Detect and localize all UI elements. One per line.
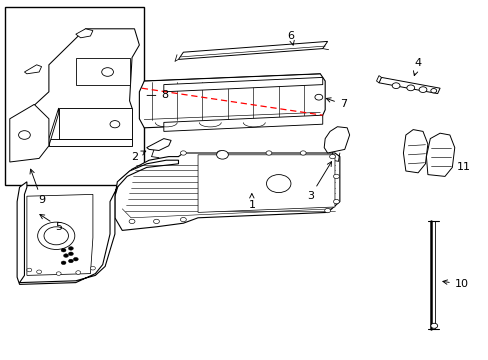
- Circle shape: [265, 151, 271, 155]
- Polygon shape: [324, 127, 349, 153]
- Polygon shape: [24, 65, 41, 74]
- Circle shape: [44, 227, 68, 245]
- Circle shape: [314, 94, 322, 100]
- Circle shape: [266, 175, 290, 193]
- Text: 1: 1: [248, 194, 255, 210]
- Text: 10: 10: [442, 279, 468, 289]
- Circle shape: [333, 174, 339, 179]
- Text: 11: 11: [456, 162, 470, 172]
- Polygon shape: [403, 130, 427, 173]
- Text: 5: 5: [40, 215, 62, 232]
- Polygon shape: [163, 77, 322, 92]
- Circle shape: [430, 323, 437, 328]
- Circle shape: [61, 248, 66, 252]
- Circle shape: [56, 272, 61, 275]
- Polygon shape: [178, 41, 327, 59]
- Polygon shape: [27, 194, 93, 275]
- Circle shape: [180, 217, 186, 222]
- Polygon shape: [59, 108, 132, 139]
- Text: 8: 8: [147, 90, 168, 100]
- Circle shape: [37, 270, 41, 274]
- Polygon shape: [426, 133, 454, 176]
- Circle shape: [63, 254, 68, 257]
- Circle shape: [68, 259, 73, 263]
- Circle shape: [27, 268, 32, 272]
- Circle shape: [153, 219, 159, 224]
- Circle shape: [19, 131, 30, 139]
- Circle shape: [61, 261, 66, 265]
- Polygon shape: [76, 58, 129, 85]
- Bar: [5, 7, 144, 185]
- Circle shape: [217, 151, 223, 155]
- Polygon shape: [115, 153, 339, 230]
- Text: 2: 2: [131, 151, 145, 162]
- Circle shape: [180, 151, 186, 155]
- Circle shape: [76, 271, 81, 274]
- Polygon shape: [17, 160, 178, 284]
- Polygon shape: [163, 115, 322, 131]
- Circle shape: [102, 68, 113, 76]
- Circle shape: [406, 85, 414, 91]
- Text: 4: 4: [413, 58, 421, 76]
- Polygon shape: [49, 139, 132, 146]
- Polygon shape: [146, 139, 171, 150]
- Circle shape: [90, 266, 95, 270]
- Circle shape: [216, 150, 228, 159]
- Polygon shape: [198, 155, 334, 212]
- Circle shape: [110, 121, 120, 128]
- Circle shape: [300, 151, 305, 155]
- Polygon shape: [49, 108, 59, 146]
- Polygon shape: [76, 29, 93, 38]
- Circle shape: [68, 252, 73, 256]
- Circle shape: [73, 257, 78, 261]
- Circle shape: [430, 89, 436, 93]
- Text: 3: 3: [306, 162, 331, 201]
- Circle shape: [38, 222, 75, 249]
- Polygon shape: [376, 76, 381, 83]
- Polygon shape: [29, 29, 139, 146]
- Circle shape: [329, 154, 335, 159]
- Text: 6: 6: [287, 31, 294, 45]
- Polygon shape: [378, 77, 439, 94]
- Text: 9: 9: [30, 169, 45, 205]
- Circle shape: [324, 208, 330, 213]
- Circle shape: [129, 219, 135, 224]
- Circle shape: [391, 83, 399, 89]
- Circle shape: [68, 247, 73, 250]
- Circle shape: [418, 87, 426, 93]
- Polygon shape: [139, 74, 325, 128]
- Text: 7: 7: [325, 98, 346, 109]
- Polygon shape: [10, 104, 49, 162]
- Circle shape: [333, 199, 339, 204]
